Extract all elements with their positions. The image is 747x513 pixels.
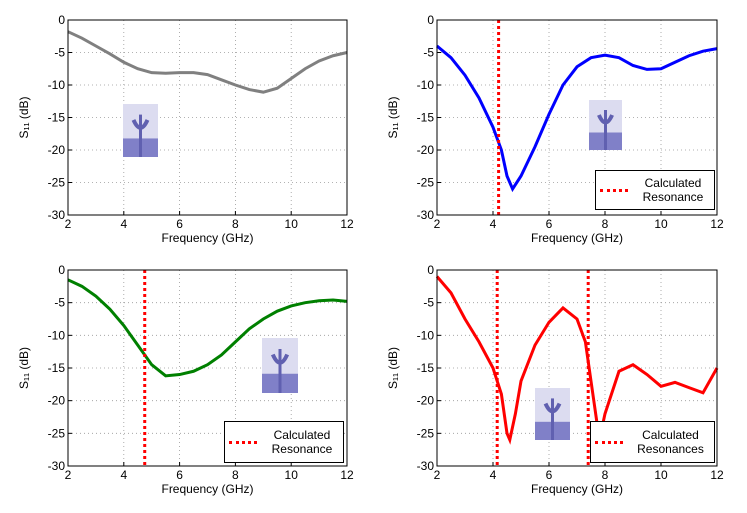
- y-tick-label: -15: [48, 361, 66, 375]
- x-tick-label: 2: [434, 217, 441, 231]
- plot-area: [68, 20, 347, 215]
- y-tick-label: -5: [423, 46, 434, 60]
- x-tick-label: 8: [232, 468, 239, 482]
- y-tick-label: -15: [417, 361, 435, 375]
- y-axis-label: S₁₁ (dB): [17, 347, 31, 389]
- legend-label: Calculated Resonance: [271, 428, 333, 456]
- y-tick-label: -10: [48, 78, 66, 92]
- y-tick-label: -30: [48, 459, 66, 473]
- x-tick-label: 6: [546, 468, 553, 482]
- x-tick-label: 2: [65, 217, 72, 231]
- legend: Calculated Resonance: [224, 421, 344, 463]
- y-tick-label: -30: [417, 208, 435, 222]
- x-tick-label: 2: [65, 468, 72, 482]
- data-line: [435, 275, 719, 445]
- x-tick-label: 12: [340, 217, 354, 231]
- legend-label: Calculated Resonance: [642, 176, 704, 204]
- x-tick-label: 8: [232, 217, 239, 231]
- legend-label: Calculated Resonances: [637, 428, 704, 456]
- y-tick-label: -25: [417, 426, 435, 440]
- y-tick-label: -10: [417, 78, 435, 92]
- y-tick-label: -20: [48, 394, 66, 408]
- y-tick-label: -30: [417, 459, 435, 473]
- x-axis-label: Frequency (GHz): [531, 482, 623, 496]
- x-tick-label: 4: [120, 468, 127, 482]
- y-tick-label: -5: [423, 296, 434, 310]
- axes-frame: [436, 19, 718, 216]
- x-tick-label: 4: [490, 468, 497, 482]
- axes-frame: [67, 269, 348, 467]
- x-axis-label: Frequency (GHz): [161, 231, 253, 245]
- legend: Calculated Resonances: [590, 421, 715, 463]
- y-axis-label: S₁₁ (dB): [386, 96, 400, 138]
- y-tick-label: -15: [48, 111, 66, 125]
- y-tick-label: -10: [48, 328, 66, 342]
- legend: Calculated Resonance: [595, 170, 715, 210]
- x-tick-label: 6: [176, 468, 183, 482]
- legend-swatch: [595, 440, 623, 444]
- y-tick-label: -5: [54, 296, 65, 310]
- y-tick-label: 0: [58, 263, 65, 277]
- data-line: [436, 44, 718, 193]
- legend-swatch: [600, 188, 628, 192]
- x-tick-label: 12: [340, 468, 354, 482]
- x-tick-label: 4: [490, 217, 497, 231]
- y-tick-label: -25: [48, 176, 66, 190]
- y-tick-label: -20: [417, 394, 435, 408]
- y-tick-label: 0: [427, 263, 434, 277]
- x-tick-label: 10: [285, 468, 299, 482]
- x-tick-label: 8: [602, 468, 609, 482]
- y-tick-label: -25: [417, 176, 435, 190]
- y-axis-label: S₁₁ (dB): [17, 96, 31, 138]
- x-axis-label: Frequency (GHz): [161, 482, 253, 496]
- x-tick-label: 10: [285, 217, 299, 231]
- x-tick-label: 12: [710, 217, 724, 231]
- x-tick-label: 10: [654, 217, 668, 231]
- data-line: [67, 278, 348, 378]
- y-tick-label: -20: [48, 143, 66, 157]
- x-tick-label: 6: [546, 217, 553, 231]
- x-tick-label: 2: [434, 468, 441, 482]
- x-tick-label: 6: [176, 217, 183, 231]
- axes-frame: [436, 269, 718, 467]
- x-tick-label: 4: [120, 217, 127, 231]
- legend-swatch: [229, 440, 257, 444]
- x-axis-label: Frequency (GHz): [531, 231, 623, 245]
- y-tick-label: -25: [48, 426, 66, 440]
- y-tick-label: -5: [54, 46, 65, 60]
- y-tick-label: 0: [58, 13, 65, 27]
- data-line: [67, 30, 348, 94]
- y-tick-label: -15: [417, 111, 435, 125]
- y-axis-label: S₁₁ (dB): [386, 347, 400, 389]
- axes-frame: [67, 19, 348, 216]
- x-tick-label: 10: [654, 468, 668, 482]
- x-tick-label: 8: [602, 217, 609, 231]
- y-tick-label: -20: [417, 143, 435, 157]
- x-tick-label: 12: [710, 468, 724, 482]
- y-tick-label: -10: [417, 328, 435, 342]
- y-tick-label: 0: [427, 13, 434, 27]
- y-tick-label: -30: [48, 208, 66, 222]
